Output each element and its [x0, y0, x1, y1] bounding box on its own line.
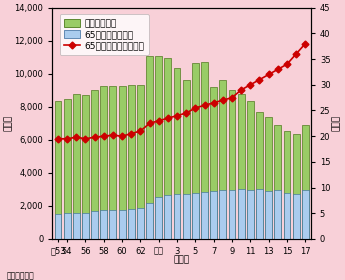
- Bar: [100, 86, 107, 239]
- Bar: [82, 213, 89, 239]
- Bar: [201, 62, 208, 239]
- Bar: [274, 190, 281, 239]
- Bar: [256, 190, 263, 239]
- Bar: [238, 94, 245, 239]
- Bar: [155, 197, 162, 239]
- Y-axis label: （人）: （人）: [4, 115, 13, 131]
- Bar: [302, 190, 309, 239]
- Bar: [247, 190, 254, 239]
- Bar: [183, 194, 190, 239]
- Bar: [293, 193, 299, 239]
- Bar: [192, 193, 199, 239]
- Bar: [174, 194, 180, 239]
- Bar: [100, 210, 107, 239]
- Bar: [302, 125, 309, 239]
- Bar: [192, 62, 199, 239]
- Bar: [210, 191, 217, 239]
- Y-axis label: （％）: （％）: [332, 115, 341, 131]
- Bar: [137, 85, 144, 239]
- Bar: [165, 58, 171, 239]
- Bar: [146, 56, 153, 239]
- Bar: [73, 213, 80, 239]
- Bar: [128, 209, 135, 239]
- Bar: [219, 190, 226, 239]
- Bar: [137, 208, 144, 239]
- Bar: [229, 90, 235, 239]
- Bar: [109, 210, 116, 239]
- Bar: [73, 94, 80, 239]
- Bar: [119, 86, 126, 239]
- Bar: [201, 192, 208, 239]
- Bar: [55, 101, 61, 239]
- X-axis label: （年）: （年）: [174, 256, 190, 265]
- Bar: [155, 55, 162, 239]
- Bar: [265, 117, 272, 239]
- Bar: [210, 87, 217, 239]
- Bar: [284, 193, 290, 239]
- Bar: [274, 125, 281, 239]
- Bar: [64, 213, 70, 239]
- Bar: [284, 131, 290, 239]
- Bar: [174, 68, 180, 239]
- Text: 資料）警察庁: 資料）警察庁: [7, 272, 34, 280]
- Bar: [91, 90, 98, 239]
- Bar: [128, 85, 135, 239]
- Bar: [82, 95, 89, 239]
- Bar: [64, 99, 70, 239]
- Bar: [91, 211, 98, 239]
- Legend: 合計（左軸）, 65歳以上（左軸）, 65歳以上比率（右軸）: 合計（左軸）, 65歳以上（左軸）, 65歳以上比率（右軸）: [60, 15, 149, 55]
- Bar: [146, 203, 153, 239]
- Bar: [119, 210, 126, 239]
- Bar: [265, 191, 272, 239]
- Bar: [109, 86, 116, 239]
- Bar: [247, 101, 254, 239]
- Bar: [256, 112, 263, 239]
- Bar: [238, 190, 245, 239]
- Bar: [219, 80, 226, 239]
- Bar: [293, 134, 299, 239]
- Bar: [165, 195, 171, 239]
- Bar: [55, 214, 61, 239]
- Bar: [183, 80, 190, 239]
- Bar: [229, 190, 235, 239]
